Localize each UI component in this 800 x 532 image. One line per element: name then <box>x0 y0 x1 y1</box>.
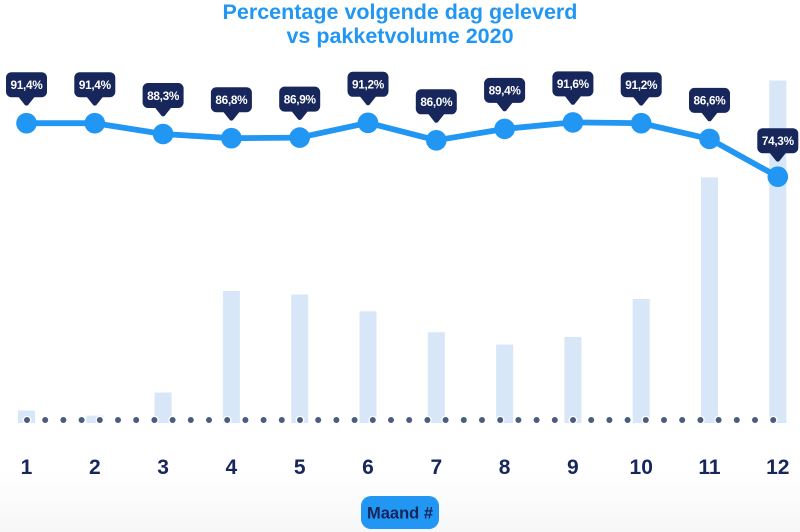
svg-text:3: 3 <box>157 456 169 479</box>
svg-text:5: 5 <box>294 456 306 479</box>
svg-text:8: 8 <box>499 456 511 479</box>
svg-text:91,4%: 91,4% <box>79 78 112 92</box>
svg-text:91,6%: 91,6% <box>557 77 590 91</box>
svg-text:86,8%: 86,8% <box>215 93 248 107</box>
svg-text:91,2%: 91,2% <box>352 78 385 92</box>
svg-text:12: 12 <box>766 456 789 479</box>
svg-text:1: 1 <box>21 456 33 479</box>
svg-text:10: 10 <box>630 456 653 479</box>
svg-text:86,0%: 86,0% <box>420 95 453 109</box>
svg-text:Maand #: Maand # <box>367 505 433 523</box>
svg-text:86,9%: 86,9% <box>284 92 317 106</box>
svg-text:11: 11 <box>698 456 721 479</box>
svg-text:2: 2 <box>89 456 101 479</box>
svg-text:9: 9 <box>567 456 579 479</box>
svg-text:6: 6 <box>362 456 374 479</box>
svg-text:91,2%: 91,2% <box>625 78 658 92</box>
svg-text:74,3%: 74,3% <box>762 134 795 148</box>
svg-text:89,4%: 89,4% <box>489 84 522 98</box>
svg-text:4: 4 <box>226 456 238 479</box>
svg-text:91,4%: 91,4% <box>11 78 44 92</box>
svg-text:88,3%: 88,3% <box>147 89 180 103</box>
svg-text:86,6%: 86,6% <box>694 94 727 108</box>
svg-text:7: 7 <box>430 456 442 479</box>
